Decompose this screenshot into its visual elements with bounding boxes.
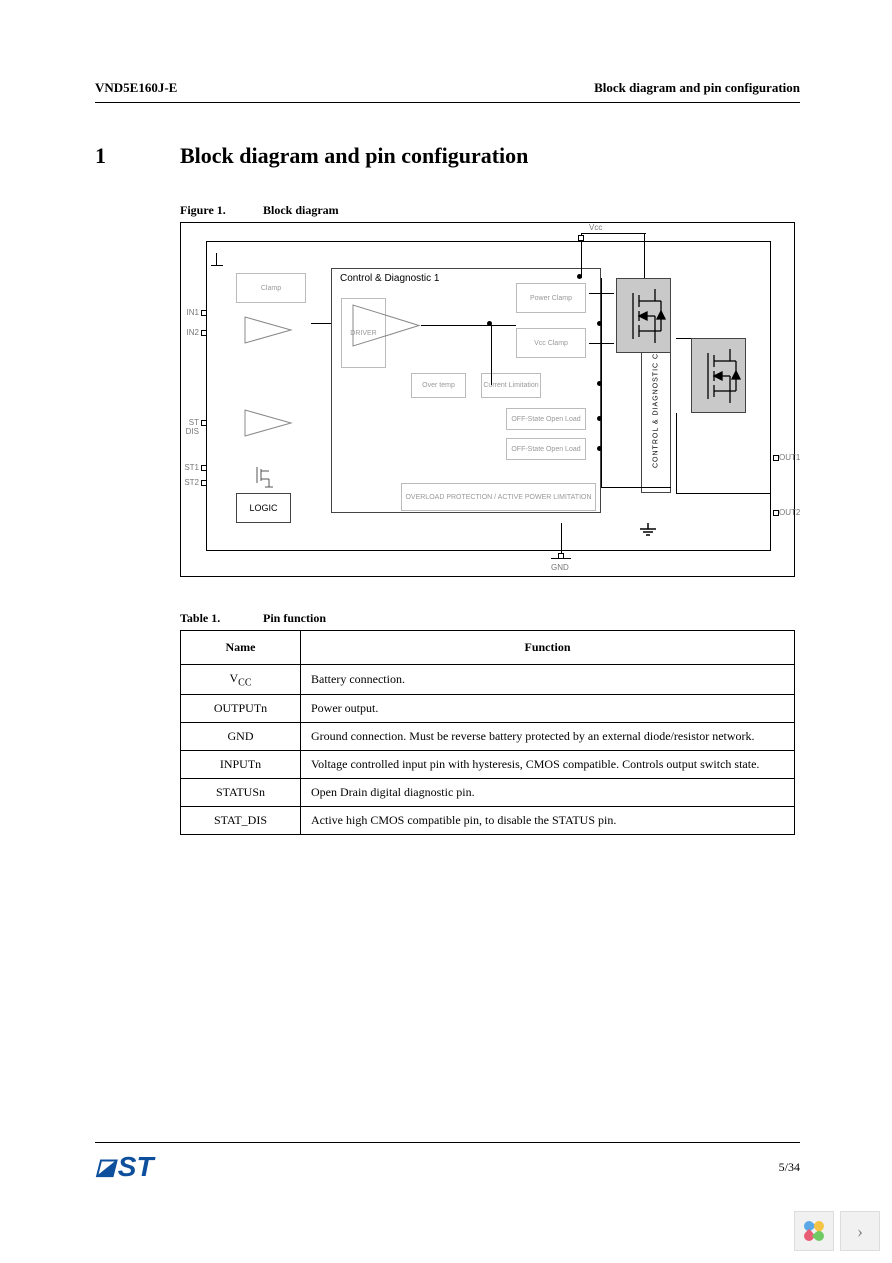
wire: [311, 323, 331, 324]
block-off_open2: OFF-State Open Load: [506, 438, 586, 460]
wire: [491, 325, 492, 385]
mosfet2-symbol: [694, 341, 744, 411]
pin-label: ST1: [183, 463, 199, 472]
amp-triangle: [243, 315, 293, 345]
table-row: STAT_DISActive high CMOS compatible pin,…: [181, 807, 795, 835]
pin-st-dis: [201, 420, 207, 426]
pin-name-cell: STAT_DIS: [181, 807, 301, 835]
junction-dot: [597, 321, 602, 326]
page-content: VND5E160J-E Block diagram and pin config…: [95, 80, 800, 835]
table-row: INPUTnVoltage controlled input pin with …: [181, 751, 795, 779]
block-vcc_clamp: Vcc Clamp: [516, 328, 586, 358]
col-function: Function: [301, 631, 795, 665]
flower-icon: [802, 1219, 826, 1243]
junction-dot: [597, 446, 602, 451]
pin-label: OUT2: [779, 508, 800, 517]
chevron-right-icon: ›: [857, 1221, 863, 1242]
pin-label: GND: [551, 563, 569, 572]
header-right: Block diagram and pin configuration: [594, 80, 800, 96]
table-row: STATUSnOpen Drain digital diagnostic pin…: [181, 779, 795, 807]
pin-name-cell: GND: [181, 723, 301, 751]
wire: [676, 338, 691, 339]
mosfet1-symbol: [619, 281, 669, 351]
wire: [581, 233, 646, 234]
figure-title: Block diagram: [263, 203, 339, 217]
pin-name-cell: STATUSn: [181, 779, 301, 807]
pin-label: ST2: [183, 478, 199, 487]
st-logo: ◪ ST: [95, 1151, 154, 1183]
wire: [676, 493, 771, 494]
logo-chip-icon: ◪: [95, 1154, 116, 1180]
section-number: 1: [95, 143, 180, 169]
wire: [421, 325, 516, 326]
junction-dot: [597, 416, 602, 421]
thumbnail-toolbar: ›: [794, 1211, 880, 1251]
pin-label: OUT1: [779, 453, 800, 462]
table-prefix: Table 1.: [180, 611, 260, 626]
block-overload: OVERLOAD PROTECTION / ACTIVE POWER LIMIT…: [401, 483, 596, 511]
pin-st1: [201, 465, 207, 471]
amp-triangle: [351, 303, 421, 348]
junction-dot: [597, 381, 602, 386]
pin-gnd: [558, 553, 564, 559]
wire: [644, 233, 645, 278]
pin-label: IN2: [183, 328, 199, 337]
page-number: 5/34: [779, 1160, 800, 1175]
table-row: VCCBattery connection.: [181, 665, 795, 695]
pin-st2: [201, 480, 207, 486]
logic-fet-icon: [251, 463, 281, 493]
junction-dot: [487, 321, 492, 326]
page-footer: ◪ ST 5/34: [95, 1142, 800, 1183]
pin-name-cell: VCC: [181, 665, 301, 695]
amp-triangle: [243, 408, 293, 438]
col-name: Name: [181, 631, 301, 665]
figure-prefix: Figure 1.: [180, 203, 260, 218]
block-power_clamp: Power Clamp: [516, 283, 586, 313]
table-title: Pin function: [263, 611, 326, 625]
block-diagram: ClampLOGICControl & Diagnostic 1DRIVERPo…: [180, 222, 795, 577]
table-row: GNDGround connection. Must be reverse ba…: [181, 723, 795, 751]
pin-vcc: [578, 235, 584, 241]
block-over_temp: Over temp: [411, 373, 466, 398]
wire: [601, 487, 671, 488]
pin-name-cell: OUTPUTn: [181, 695, 301, 723]
section-heading: 1 Block diagram and pin configuration: [95, 143, 800, 169]
pin-func-cell: Voltage controlled input pin with hyster…: [301, 751, 795, 779]
pin-in1: [201, 310, 207, 316]
table-row: OUTPUTnPower output.: [181, 695, 795, 723]
table-caption: Table 1. Pin function: [180, 611, 800, 626]
pin-func-cell: Power output.: [301, 695, 795, 723]
header-left: VND5E160J-E: [95, 80, 177, 96]
pin-name-cell: INPUTn: [181, 751, 301, 779]
wire: [676, 413, 677, 493]
block-off_open1: OFF-State Open Load: [506, 408, 586, 430]
wire: [216, 253, 217, 265]
pin-func-cell: Active high CMOS compatible pin, to disa…: [301, 807, 795, 835]
logo-text: ST: [118, 1151, 154, 1183]
block-cur_lim: Current Limitation: [481, 373, 541, 398]
pin-label: Vcc: [589, 223, 602, 232]
pin-label: ST DIS: [183, 418, 199, 436]
pin-func-cell: Ground connection. Must be reverse batte…: [301, 723, 795, 751]
figure-caption: Figure 1. Block diagram: [180, 203, 800, 218]
pin-in2: [201, 330, 207, 336]
app-logo-button[interactable]: [794, 1211, 834, 1251]
block-clamp: Clamp: [236, 273, 306, 303]
wire: [211, 265, 223, 266]
page-header: VND5E160J-E Block diagram and pin config…: [95, 80, 800, 103]
pin-function-table: Name Function VCCBattery connection.OUTP…: [180, 630, 795, 835]
junction-dot: [577, 274, 582, 279]
pin-func-cell: Battery connection.: [301, 665, 795, 695]
pin-func-cell: Open Drain digital diagnostic pin.: [301, 779, 795, 807]
pin-label: IN1: [183, 308, 199, 317]
next-button[interactable]: ›: [840, 1211, 880, 1251]
block-logic: LOGIC: [236, 493, 291, 523]
section-title: Block diagram and pin configuration: [180, 143, 528, 169]
ground-icon: [636, 523, 660, 537]
